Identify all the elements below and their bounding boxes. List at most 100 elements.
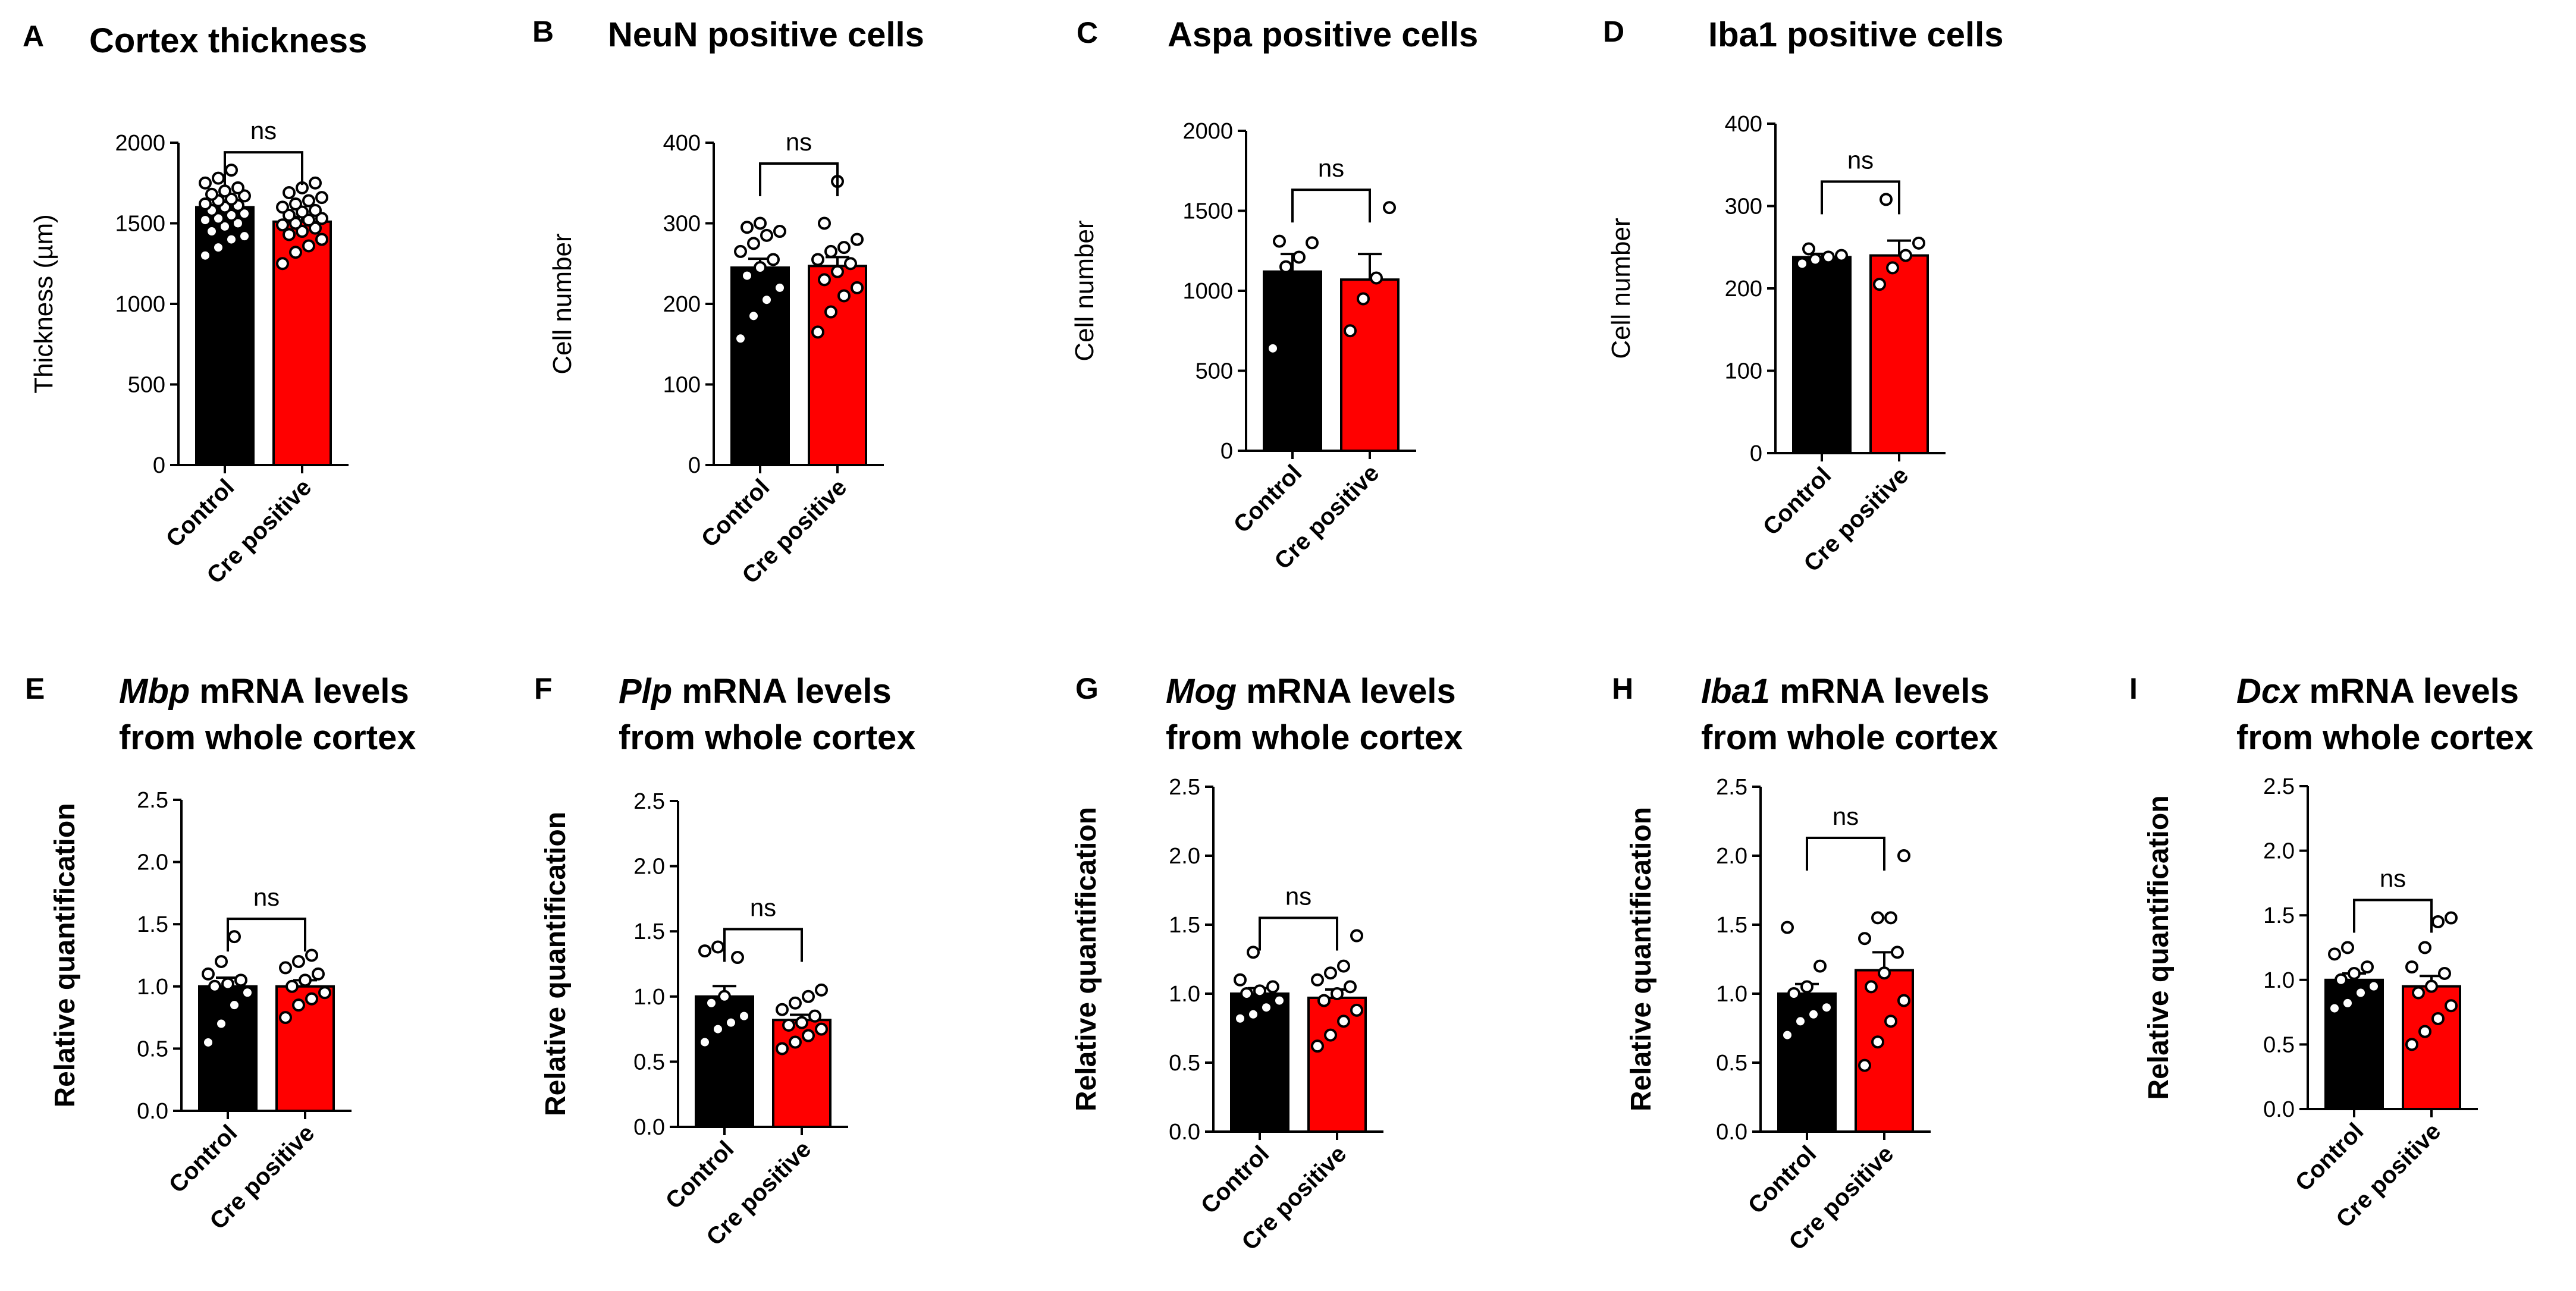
title-rest: mRNA levels [190, 672, 409, 711]
y-tick-label: 1.5 [2263, 903, 2295, 928]
data-point [221, 977, 234, 991]
data-point [215, 1017, 228, 1031]
data-point [315, 233, 328, 246]
bar-cre-positive [1340, 278, 1400, 452]
y-tick-label: 1000 [115, 292, 165, 317]
data-point [1884, 1014, 1897, 1028]
y-tick-label: 1500 [1182, 199, 1233, 224]
data-point [731, 951, 744, 965]
data-point [1247, 1007, 1260, 1021]
significance-bracket [227, 918, 306, 952]
panel-letter: F [534, 672, 553, 705]
data-point [283, 186, 296, 200]
data-point [741, 221, 754, 234]
data-point [1897, 849, 1910, 862]
title-rest: mRNA levels [672, 672, 892, 711]
data-point [305, 948, 318, 962]
y-tick-label: 1.5 [633, 919, 665, 944]
data-point [2335, 973, 2348, 987]
data-point [1247, 946, 1260, 959]
data-point [2418, 1025, 2431, 1038]
y-tick-label: 0.0 [2263, 1097, 2295, 1122]
data-point [815, 983, 828, 997]
data-point [789, 1035, 802, 1049]
y-tick-label: 0 [1750, 441, 1762, 466]
data-point [279, 961, 292, 975]
panel-letter: I [2129, 672, 2138, 705]
data-point [276, 257, 289, 271]
data-point [1324, 966, 1337, 980]
data-point [1781, 921, 1794, 934]
data-point [782, 1019, 795, 1032]
data-point [215, 954, 228, 968]
y-tick-label: 2000 [115, 131, 165, 156]
data-point [1794, 1014, 1807, 1028]
data-point [312, 967, 325, 981]
data-point [1306, 236, 1319, 250]
y-tick-label: 1.0 [1716, 982, 1747, 1007]
data-point [802, 990, 815, 1003]
data-point [818, 216, 831, 230]
data-point [208, 979, 221, 993]
data-point [231, 216, 244, 230]
data-point [1344, 980, 1357, 994]
data-point [289, 246, 302, 259]
data-point [1912, 236, 1925, 250]
y-tick-label: 1.5 [1716, 913, 1747, 938]
data-point [1802, 242, 1815, 256]
significance-label: ns [253, 883, 280, 911]
data-point [2431, 915, 2445, 929]
data-point [1891, 946, 1904, 959]
data-point [2412, 986, 2425, 1000]
y-tick-label: 0.0 [633, 1115, 665, 1140]
y-tick-label: 0.5 [633, 1050, 665, 1075]
data-point [1871, 1035, 1884, 1049]
data-point [1796, 257, 1809, 271]
data-point [225, 192, 238, 206]
data-point [241, 986, 254, 1000]
panel-a: A Cortex thickness 0 500 1000 1500 2000 Thickne… [23, 20, 367, 589]
y-tick-label: 2.5 [137, 788, 168, 813]
data-point [1820, 1001, 1833, 1014]
y-tick-label: 500 [1196, 359, 1233, 384]
title-gene: Mbp [119, 672, 190, 711]
data-point [205, 187, 218, 201]
data-point [824, 244, 837, 258]
data-point [1337, 1014, 1350, 1028]
data-point [305, 992, 318, 1006]
bar-control [730, 266, 790, 466]
data-point [1311, 1039, 1324, 1053]
y-tick-label: 0.5 [2263, 1032, 2295, 1057]
panel-title: Iba1 positive cells [1708, 15, 2003, 54]
panel-title: Cortex thickness [89, 21, 367, 60]
data-point [754, 261, 767, 275]
panel-title: Mog mRNA levels [1166, 672, 1456, 711]
significance-bracket [1821, 180, 1900, 215]
data-point [309, 203, 322, 217]
y-tick-label: 0.5 [137, 1036, 168, 1061]
data-point [283, 228, 296, 241]
y-tick-label: 1000 [1182, 279, 1233, 304]
y-tick-label: 1.0 [633, 985, 665, 1010]
data-point [1813, 959, 1827, 973]
data-point [734, 244, 747, 258]
data-point [1873, 278, 1886, 291]
data-point [2405, 960, 2418, 974]
data-point [212, 241, 225, 255]
data-point [773, 225, 786, 238]
data-point [1253, 984, 1266, 998]
significance-label: ns [2380, 865, 2406, 893]
y-tick-label: 0.0 [1169, 1120, 1200, 1145]
data-point [808, 1009, 821, 1023]
y-tick-label: 0 [153, 453, 165, 478]
data-point [2438, 966, 2451, 980]
data-point [1858, 932, 1871, 946]
data-point [741, 269, 754, 282]
panel-letter: H [1612, 672, 1633, 705]
y-tick-label: 0 [1220, 439, 1233, 464]
data-point [734, 332, 747, 345]
data-point [2405, 1038, 2418, 1051]
y-tick-label: 2.5 [1716, 775, 1747, 800]
panel-c: C Aspa positive cells 0 500 1000 1500 2000 Cell… [1070, 15, 1478, 574]
panel-title-line2: from whole cortex [1701, 718, 1998, 757]
